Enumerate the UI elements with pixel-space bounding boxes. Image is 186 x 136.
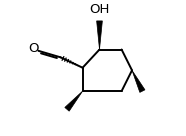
Text: O: O bbox=[29, 42, 39, 55]
Text: OH: OH bbox=[89, 3, 110, 16]
Polygon shape bbox=[132, 70, 145, 92]
Polygon shape bbox=[97, 21, 102, 50]
Polygon shape bbox=[65, 91, 83, 111]
